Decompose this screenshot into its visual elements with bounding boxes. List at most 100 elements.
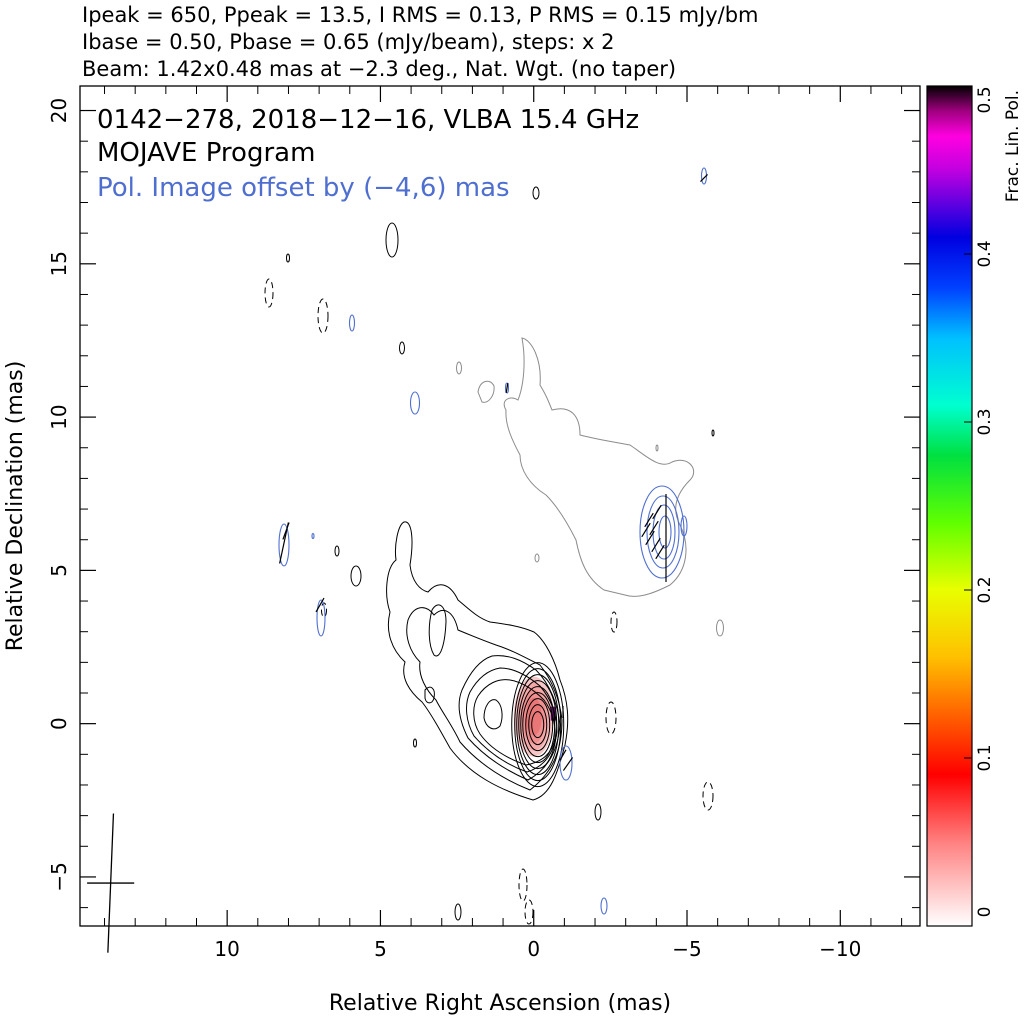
isolated-contour-12: [524, 899, 534, 925]
evpa-vector: [562, 757, 574, 771]
evpa-vector: [505, 382, 509, 394]
core-contour: [514, 668, 562, 782]
evpa-vector: [282, 522, 290, 540]
isolated-contour-3: [350, 565, 362, 587]
isolated-contour-10: [454, 903, 462, 921]
pol-blob-8: [559, 745, 573, 781]
evpa-vector: [641, 522, 651, 538]
offset-annotation: Pol. Image offset by (−4,6) mas: [97, 173, 510, 203]
pol-blob-4: [504, 382, 510, 394]
core-contour: [511, 662, 565, 788]
y-tick-label: 0: [47, 717, 71, 730]
jet-contour-3: [458, 655, 561, 781]
x-tick-label: −10: [819, 937, 861, 961]
x-tick-label: 5: [374, 937, 387, 961]
pol-blob-6: [316, 599, 326, 637]
negative-contour-4: [605, 701, 617, 735]
pol-side-contour: [680, 515, 688, 537]
evpa-vector: [652, 504, 662, 520]
pol-blob-3: [348, 314, 356, 332]
offset-total-intensity-envelope: [503, 337, 695, 597]
header-line-3: Beam: 1.42x0.48 mas at −2.3 deg., Nat. W…: [82, 57, 676, 81]
isolated-contour-7: [594, 803, 602, 821]
isolated-contour-6: [413, 738, 417, 748]
y-axis-label: Relative Declination (mas): [3, 361, 28, 652]
x-tick-label: 0: [527, 937, 540, 961]
isolated-contour-5: [286, 253, 290, 263]
program-annotation: MOJAVE Program: [97, 138, 315, 168]
core-contours: [511, 662, 565, 788]
frac-pol-fill: [525, 697, 542, 736]
offset-blob-2: [456, 361, 462, 375]
core-contour: [522, 692, 554, 758]
y-tick-label: 15: [47, 251, 71, 276]
colorbar-label: Frac. Lin. Pol.: [1003, 90, 1023, 202]
isolated-contour-11: [518, 868, 528, 902]
jet-knot-contour: [483, 699, 503, 730]
core-contour: [528, 704, 548, 746]
colorbar: 0 0.1 0.2 0.3 0.4 0.5 Frac. Lin. Pol.: [926, 85, 1023, 927]
axis-tick-labels: 10 5 0 −5 −10 −5 0 5 10 15 20: [47, 98, 861, 961]
isolated-contour-1: [385, 222, 399, 258]
pol-blob-9: [600, 897, 608, 915]
axis-ticks: [80, 86, 920, 926]
jet-contour-5: [473, 679, 556, 766]
evpa-vector: [644, 512, 654, 528]
evpa-vector: [559, 749, 567, 761]
x-tick-label: 10: [214, 937, 239, 961]
isolated-contour-4: [334, 545, 340, 557]
evpa-vector: [655, 544, 665, 560]
colorbar-tick-label: 0.2: [975, 576, 995, 603]
evpa-vector: [649, 520, 659, 536]
negative-contour-1: [264, 278, 274, 308]
pol-blob-7: [311, 532, 315, 540]
evpa-vectors: [279, 174, 708, 771]
evpa-vector: [651, 537, 661, 553]
header-line-2: Ibase = 0.50, Pbase = 0.65 (mJy/beam), s…: [82, 30, 614, 54]
frac-pol-high-patch: [550, 706, 556, 721]
colorbar-ticks: 0 0.1 0.2 0.3 0.4 0.5: [964, 85, 995, 927]
evpa-vector: [315, 597, 325, 613]
offset-blob-3: [534, 553, 540, 563]
y-tick-label: −5: [47, 862, 71, 891]
jet-knot-2: [428, 604, 447, 657]
x-tick-label: −5: [672, 937, 701, 961]
jet-contour-2: [406, 607, 563, 791]
colorbar-tick-label: 0: [975, 907, 995, 918]
offset-blob-1: [477, 380, 495, 403]
colorbar-tick-label: 0.1: [975, 744, 995, 771]
stokes-i-contours: [264, 186, 715, 925]
offset-blob-5: [655, 444, 659, 452]
pol-blob-2: [409, 391, 421, 415]
evpa-vector: [700, 174, 708, 182]
colorbar-tick-label: 0.3: [975, 408, 995, 435]
isolated-contour-8: [532, 186, 540, 200]
core-contour: [520, 686, 556, 764]
restoring-beam-cross: [87, 813, 135, 953]
pol-core-contour-3: [652, 504, 676, 560]
y-tick-label: 5: [47, 564, 71, 577]
y-tick-label: 20: [47, 98, 71, 123]
negative-contour-3: [610, 611, 618, 633]
jet-outer-contour: [386, 521, 569, 801]
header-line-1: Ipeak = 650, Ppeak = 13.5, I RMS = 0.13,…: [82, 3, 759, 27]
pol-blob-5: [278, 523, 290, 567]
x-axis-label: Relative Right Ascension (mas): [329, 991, 671, 1016]
colorbar-gradient: [926, 85, 973, 927]
offset-blob-4: [716, 619, 724, 637]
source-annotation: 0142−278, 2018−12−16, VLBA 15.4 GHz: [97, 105, 639, 135]
jet-contour-4: [466, 667, 558, 773]
core-contour: [531, 711, 545, 739]
core-contour: [516, 674, 560, 776]
negative-contour-2: [317, 298, 329, 334]
core-contour: [518, 680, 558, 770]
contour-map: [264, 167, 724, 925]
isolated-contour-9: [711, 429, 715, 437]
evpa-vector: [645, 530, 655, 546]
jet-knot-3: [424, 686, 435, 704]
plot-frame: [79, 85, 921, 927]
pol-core-contour-1: [639, 485, 685, 579]
core-contour: [525, 698, 551, 752]
negative-contour-6: [321, 602, 327, 618]
polarized-intensity-contours: [278, 167, 708, 915]
